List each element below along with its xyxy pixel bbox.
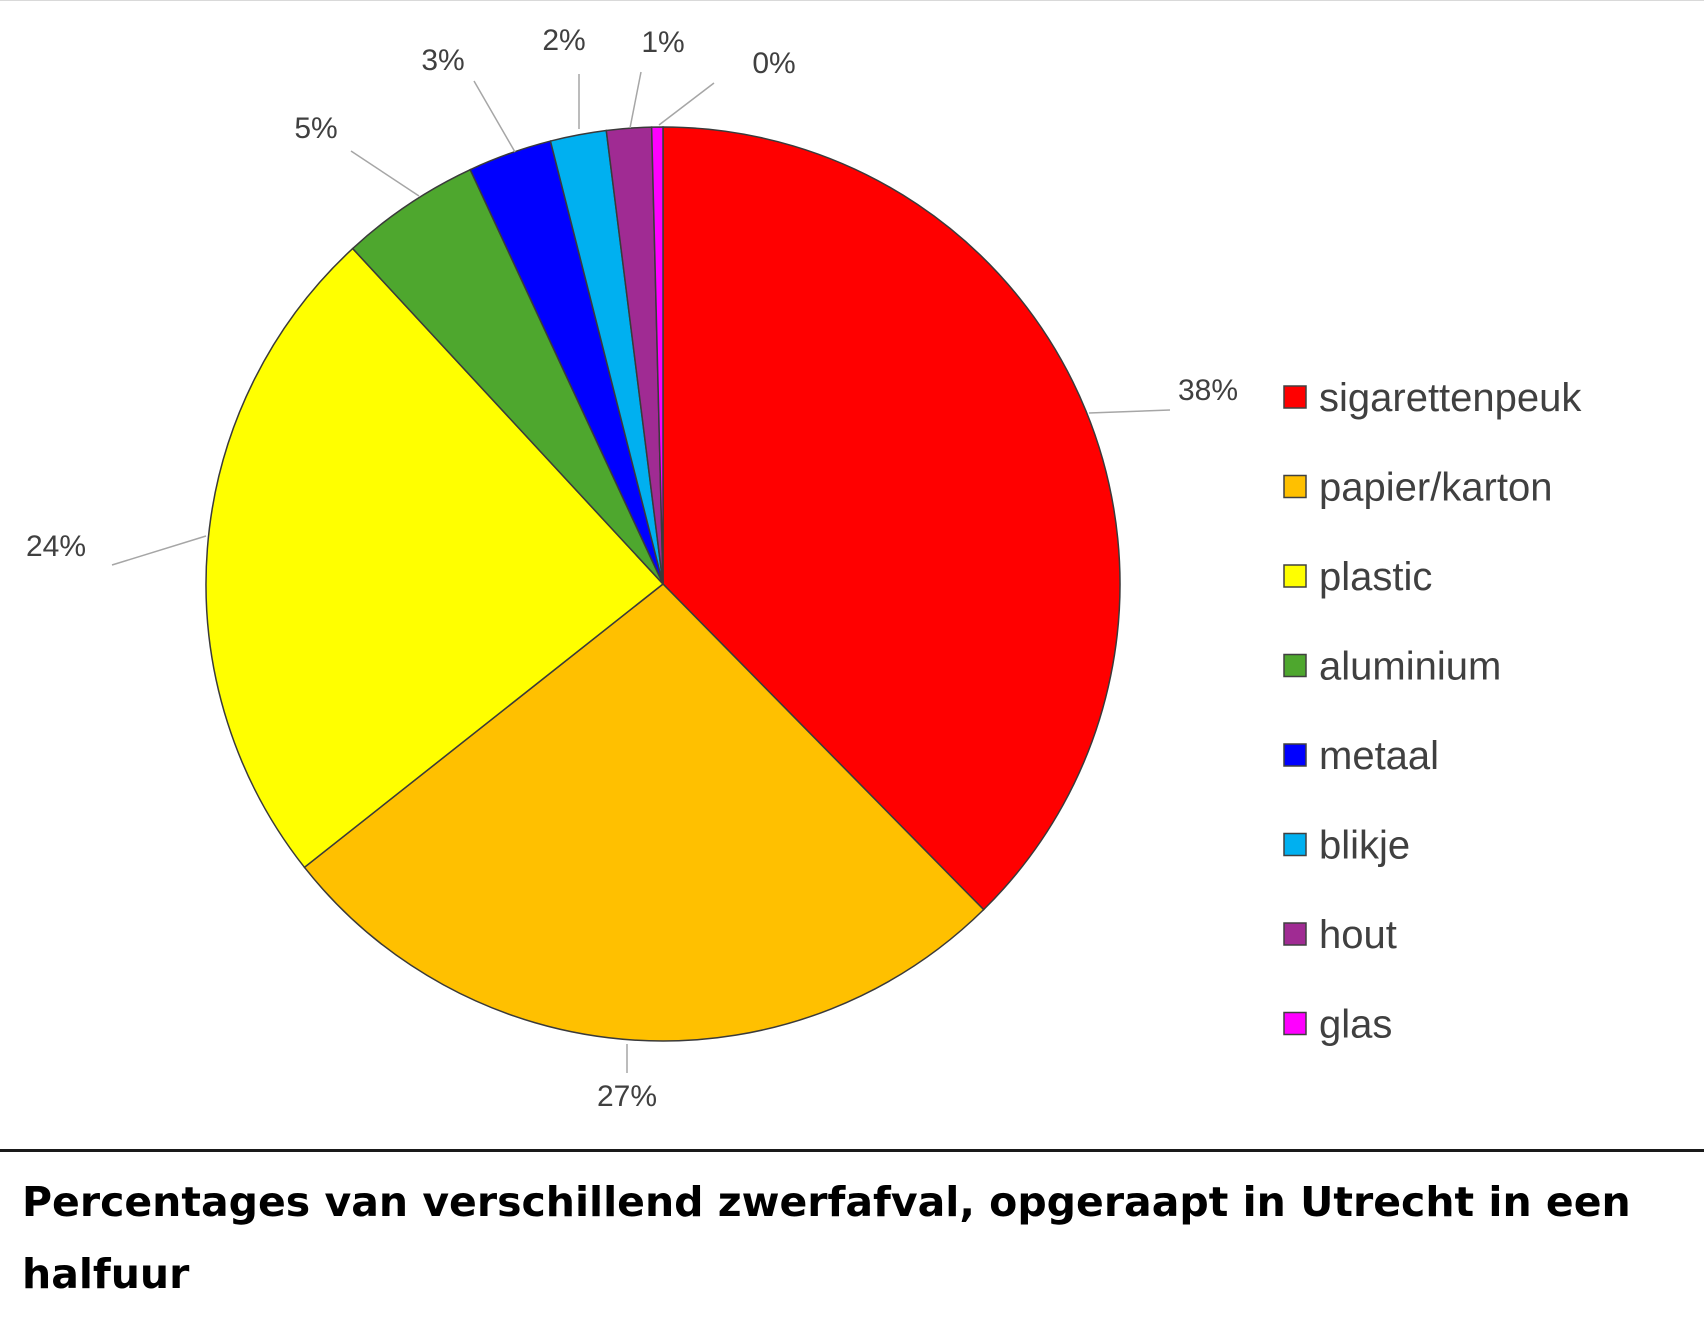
- legend-item-hout: hout: [1283, 913, 1397, 957]
- legend-item-glas: glas: [1283, 1003, 1392, 1047]
- leader-line-hout: [629, 71, 642, 129]
- data-label-hout: 1%: [641, 26, 684, 59]
- slice-papier-karton: [303, 582, 985, 1042]
- leader-line-sigarettenpeuk: [1088, 409, 1171, 414]
- legend-label-hout: hout: [1319, 913, 1397, 957]
- legend-swatch-metaal: [1283, 743, 1307, 767]
- legend-swatch-blikje: [1283, 832, 1307, 857]
- top-border: [0, 0, 1704, 1]
- legend-swatch-papier-karton: [1283, 474, 1307, 499]
- percentage-labels: 38% 27% 24% 5% 3% 2% 1% 0%: [26, 24, 1238, 1113]
- legend-swatch-aluminium: [1283, 653, 1307, 678]
- legend-swatch-plastic: [1283, 564, 1307, 588]
- data-label-sigarettenpeuk: 38%: [1178, 374, 1238, 407]
- legend-label-papier-karton: papier/karton: [1319, 466, 1552, 510]
- legend-swatch-glas: [1283, 1011, 1307, 1036]
- legend-swatch-sigarettenpeuk: [1283, 385, 1307, 409]
- pie-chart: 38% 27% 24% 5% 3% 2% 1% 0% sigarettenpeuk papier…: [26, 24, 1582, 1113]
- legend-item-blikje: blikje: [1283, 824, 1410, 868]
- data-label-aluminium: 5%: [294, 112, 337, 145]
- pie-slices: [205, 126, 1121, 1042]
- chart-caption: Percentages van verschillend zwerfafval,…: [22, 1178, 1631, 1298]
- legend-label-sigarettenpeuk: sigarettenpeuk: [1319, 376, 1582, 420]
- legend-item-metaal: metaal: [1283, 734, 1439, 778]
- legend-item-papier-karton: papier/karton: [1283, 466, 1552, 510]
- legend-label-aluminium: aluminium: [1319, 645, 1501, 689]
- slice-glas: [650, 126, 664, 585]
- data-label-metaal: 3%: [421, 44, 464, 77]
- legend-label-metaal: metaal: [1319, 734, 1439, 778]
- leader-lines: [111, 71, 1171, 1073]
- leader-line-glas: [658, 82, 715, 126]
- legend: sigarettenpeuk papier/karton plastic alumin…: [1283, 376, 1582, 1047]
- legend-item-sigarettenpeuk: sigarettenpeuk: [1283, 376, 1582, 420]
- legend-item-aluminium: aluminium: [1283, 645, 1501, 689]
- slice-plastic: [205, 247, 665, 869]
- caption-divider: [0, 1149, 1704, 1152]
- leader-line-aluminium: [350, 150, 420, 197]
- legend-label-plastic: plastic: [1319, 555, 1432, 599]
- data-label-papier-karton: 27%: [597, 1080, 657, 1113]
- slice-sigarettenpeuk: [662, 126, 1121, 911]
- leader-line-plastic: [111, 535, 207, 566]
- data-label-plastic: 24%: [26, 530, 86, 563]
- leader-line-metaal: [473, 80, 516, 153]
- legend-swatch-hout: [1283, 922, 1307, 946]
- data-label-blikje: 2%: [542, 24, 585, 57]
- legend-item-plastic: plastic: [1283, 555, 1432, 599]
- legend-label-blikje: blikje: [1319, 824, 1410, 868]
- data-label-glas: 0%: [752, 47, 795, 80]
- legend-label-glas: glas: [1319, 1003, 1392, 1047]
